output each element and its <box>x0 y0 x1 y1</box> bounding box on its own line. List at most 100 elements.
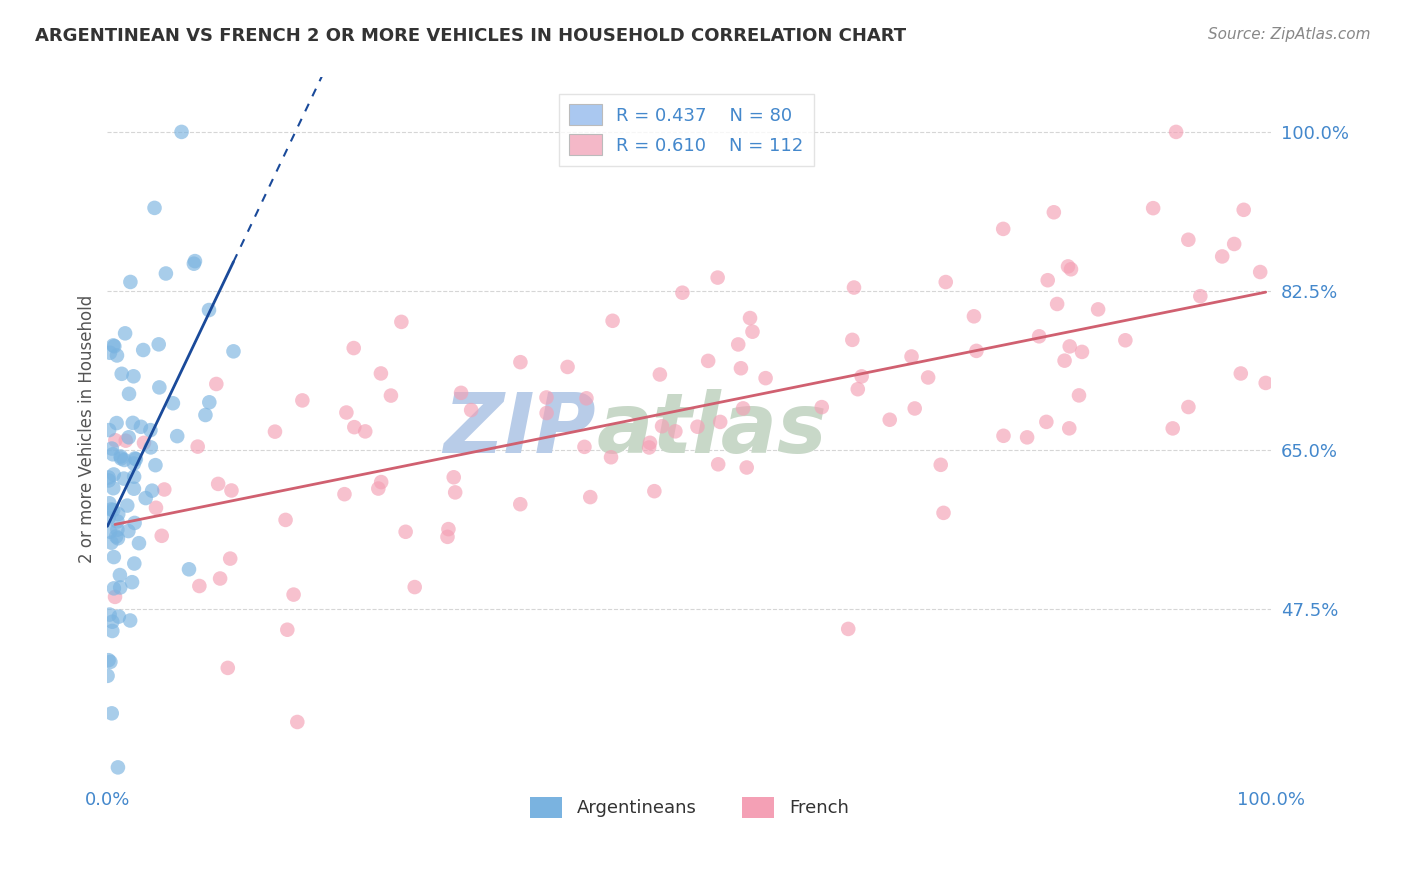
Point <box>105 416 128 430</box>
Point <box>112 472 135 486</box>
Point <box>97 653 120 667</box>
Point <box>110 581 132 595</box>
Point <box>103 582 125 596</box>
Point <box>205 376 228 391</box>
Point <box>274 513 297 527</box>
Point <box>170 125 193 139</box>
Point <box>105 349 128 363</box>
Point <box>135 491 157 505</box>
Point <box>143 201 166 215</box>
Point <box>110 450 132 464</box>
Point <box>148 380 170 394</box>
Point <box>437 522 460 536</box>
Point <box>103 338 125 352</box>
Point <box>194 408 217 422</box>
Point <box>1057 421 1080 435</box>
Point <box>121 575 143 590</box>
Point <box>276 623 298 637</box>
Point <box>1087 302 1109 317</box>
Point <box>100 535 122 549</box>
Point <box>1142 201 1164 215</box>
Point <box>132 343 155 357</box>
Point <box>166 429 188 443</box>
Point <box>436 530 458 544</box>
Point <box>509 497 531 511</box>
Point <box>103 550 125 565</box>
Point <box>935 275 957 289</box>
Point <box>98 345 121 359</box>
Point <box>395 524 418 539</box>
Point <box>664 425 686 439</box>
Point <box>643 484 665 499</box>
Point <box>602 314 624 328</box>
Point <box>1164 125 1187 139</box>
Point <box>124 451 146 466</box>
Point <box>709 415 731 429</box>
Point <box>738 311 761 326</box>
Point <box>187 440 209 454</box>
Point <box>101 615 124 629</box>
Point <box>148 337 170 351</box>
Point <box>1060 262 1083 277</box>
Point <box>108 609 131 624</box>
Point <box>1053 353 1076 368</box>
Point <box>111 367 134 381</box>
Point <box>101 447 124 461</box>
Point <box>651 419 673 434</box>
Point <box>110 451 132 466</box>
Point <box>108 568 131 582</box>
Point <box>733 401 755 416</box>
Point <box>103 503 125 517</box>
Point <box>153 483 176 497</box>
Point <box>965 343 987 358</box>
Point <box>536 406 558 420</box>
Point <box>1057 260 1080 274</box>
Point <box>100 706 122 721</box>
Point <box>207 476 229 491</box>
Point <box>993 222 1015 236</box>
Point <box>100 502 122 516</box>
Point <box>842 280 865 294</box>
Point <box>1211 249 1233 263</box>
Point <box>638 435 661 450</box>
Point <box>904 401 927 416</box>
Point <box>367 482 389 496</box>
Point <box>460 403 482 417</box>
Point <box>370 475 392 489</box>
Point <box>707 457 730 471</box>
Point <box>129 419 152 434</box>
Point <box>686 419 709 434</box>
Y-axis label: 2 or more Vehicles in Household: 2 or more Vehicles in Household <box>79 295 96 564</box>
Point <box>141 483 163 498</box>
Point <box>706 270 728 285</box>
Point <box>120 614 142 628</box>
Point <box>574 440 596 454</box>
Point <box>188 579 211 593</box>
Point <box>404 580 426 594</box>
Point <box>900 350 922 364</box>
Point <box>1223 237 1246 252</box>
Point <box>1249 265 1271 279</box>
Point <box>343 341 366 355</box>
Point <box>155 267 177 281</box>
Text: Source: ZipAtlas.com: Source: ZipAtlas.com <box>1208 27 1371 42</box>
Point <box>132 435 155 450</box>
Point <box>1189 289 1212 303</box>
Point <box>1028 329 1050 343</box>
Point <box>139 441 162 455</box>
Point <box>219 551 242 566</box>
Point <box>697 354 720 368</box>
Point <box>1161 421 1184 435</box>
Point <box>97 474 120 488</box>
Point <box>122 469 145 483</box>
Point <box>104 590 127 604</box>
Point <box>112 453 135 467</box>
Point <box>217 661 239 675</box>
Point <box>114 326 136 341</box>
Point <box>1017 430 1039 444</box>
Text: atlas: atlas <box>596 389 827 470</box>
Point <box>735 460 758 475</box>
Point <box>579 490 602 504</box>
Point <box>124 516 146 530</box>
Point <box>107 760 129 774</box>
